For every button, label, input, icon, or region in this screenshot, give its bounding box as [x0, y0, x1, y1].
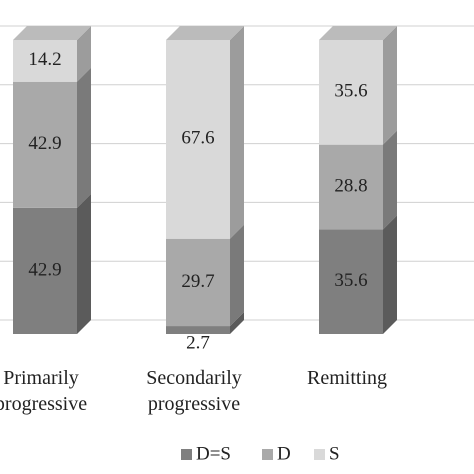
- bar-top: [166, 26, 244, 40]
- bar-segment: [319, 144, 383, 230]
- bar-segment: [166, 238, 230, 327]
- bar-side: [383, 215, 397, 334]
- legend-swatch: [262, 449, 273, 460]
- legend-label: D: [277, 443, 291, 464]
- data-label: 42.9: [28, 133, 61, 154]
- data-label: 35.6: [334, 81, 367, 102]
- bar-segment: [166, 40, 230, 239]
- category-label: Remitting: [307, 367, 387, 389]
- legend-label: D=S: [196, 443, 231, 464]
- bar-side: [383, 26, 397, 145]
- bar-segment: [319, 40, 383, 145]
- bar-side: [230, 224, 244, 327]
- bar-side: [230, 26, 244, 239]
- bar-top: [13, 26, 91, 40]
- legend: D=S D S: [181, 443, 340, 464]
- bar-segment: [13, 40, 77, 82]
- bar-side: [77, 67, 91, 208]
- legend-swatch: [314, 449, 325, 460]
- data-label: 28.8: [334, 175, 367, 196]
- data-labels: 42.9 42.9 14.2 2.7 29.7 67.6 35.6 28.8 35.6: [28, 49, 367, 353]
- legend-label: S: [329, 443, 340, 464]
- data-label: 35.6: [334, 270, 367, 291]
- data-label: 29.7: [181, 271, 214, 292]
- bar-side: [77, 193, 91, 334]
- bar-segment: [13, 207, 77, 334]
- bar-side: [383, 130, 397, 230]
- bars: [13, 26, 397, 334]
- category-label: Secondarily: [146, 367, 242, 389]
- bar-segment: [319, 229, 383, 334]
- bar-segment: [13, 81, 77, 208]
- data-label: 42.9: [28, 259, 61, 280]
- data-label: 67.6: [181, 128, 214, 149]
- bar-segment: [166, 326, 230, 334]
- category-label: Primarily: [3, 367, 79, 389]
- category-label: progressive: [148, 393, 240, 415]
- category-labels: Primarily progressive Secondarily progressi…: [0, 367, 387, 415]
- category-label: progressive: [0, 393, 87, 415]
- data-label: 14.2: [28, 49, 61, 70]
- bar-side: [230, 312, 244, 334]
- bar-side: [77, 26, 91, 82]
- bar-top: [319, 26, 397, 40]
- data-label: 2.7: [186, 332, 210, 353]
- legend-swatch: [181, 449, 192, 460]
